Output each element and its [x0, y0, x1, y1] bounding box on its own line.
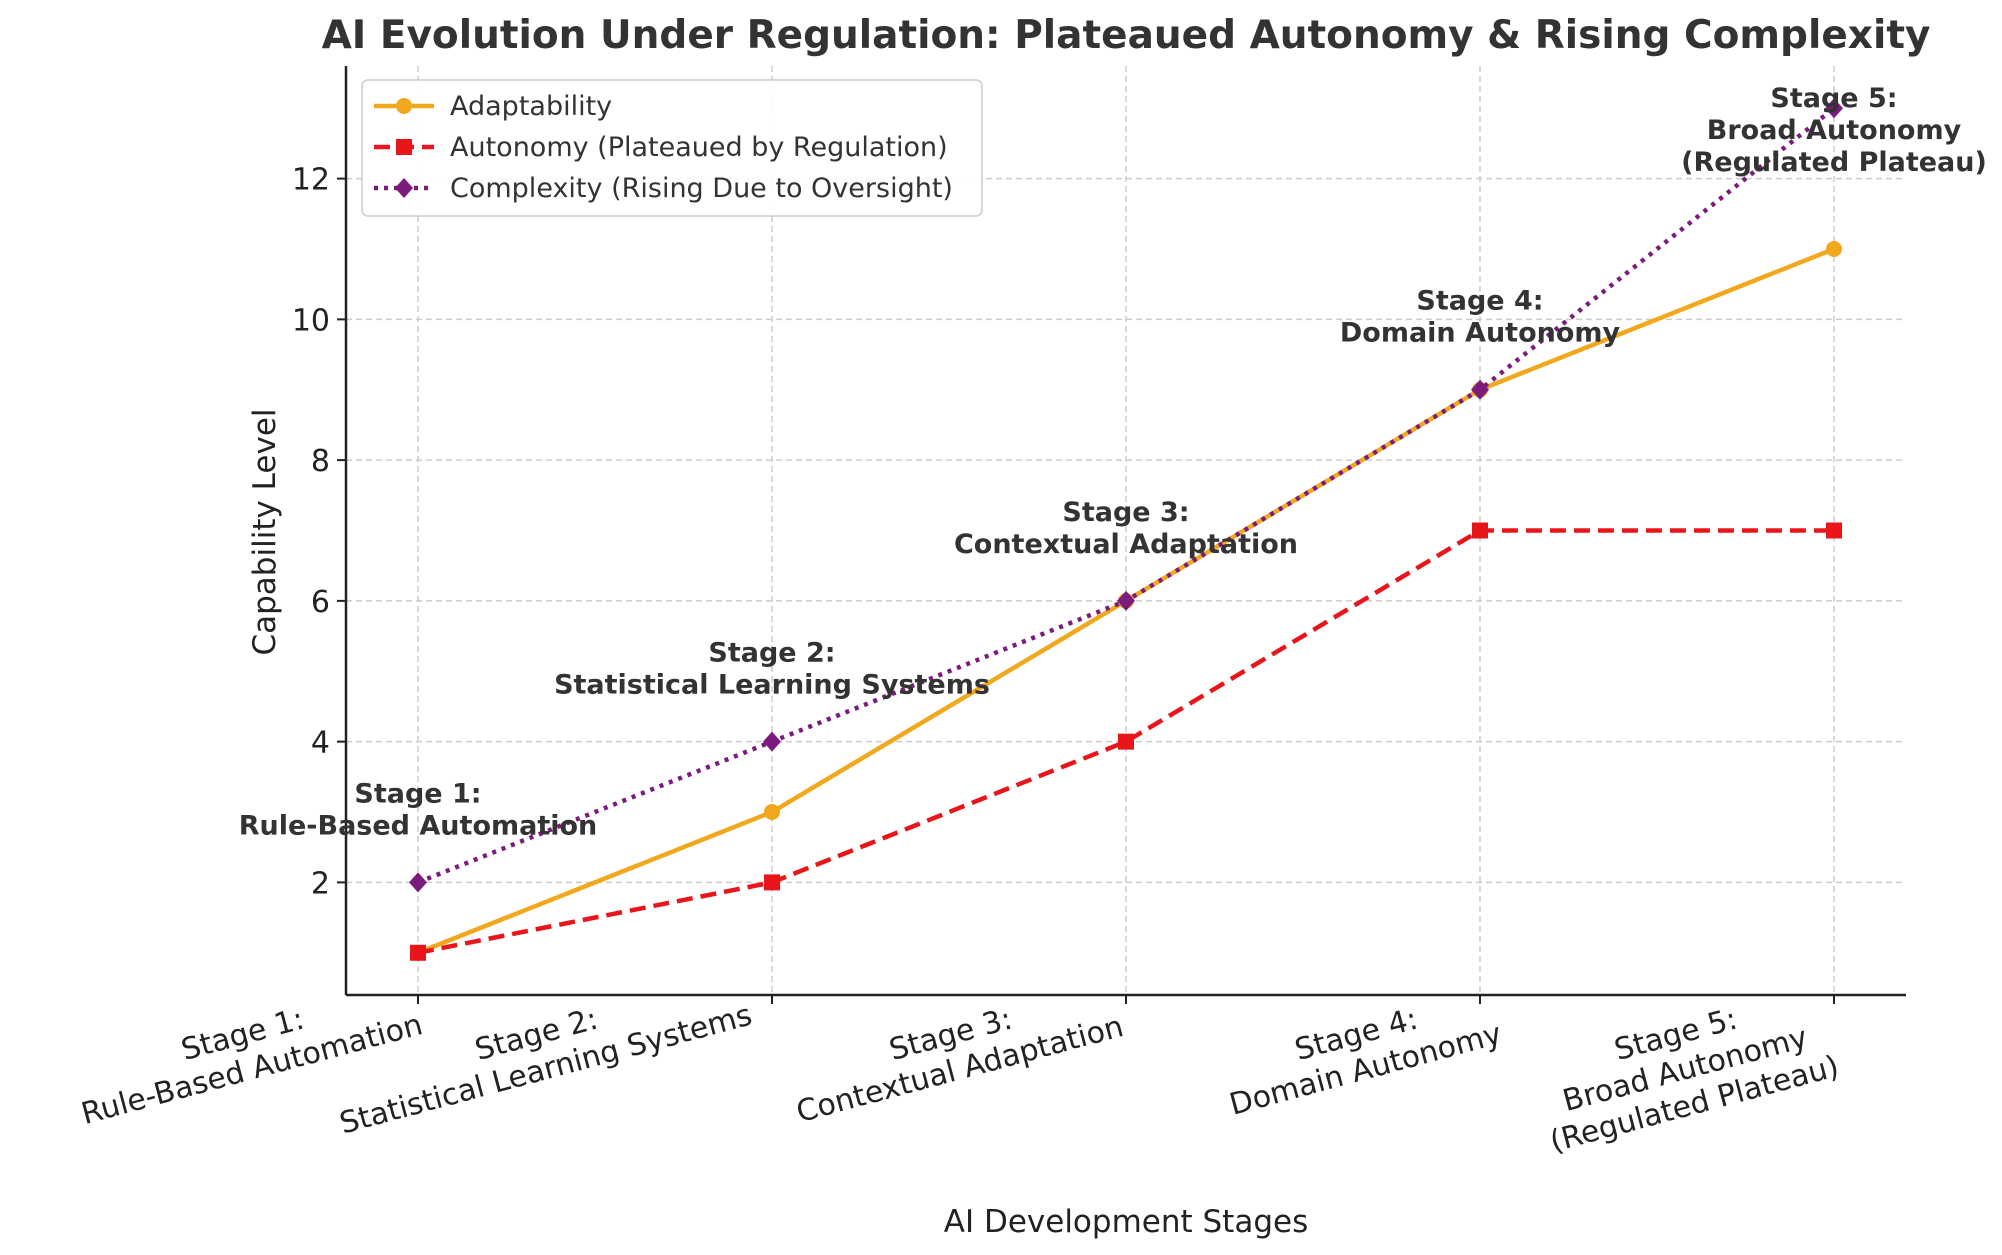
- legend-swatch-marker: [396, 98, 412, 114]
- legend-item-complexity-rising-due-to-oversight: Complexity (Rising Due to Oversight): [374, 173, 953, 204]
- y-tick-label: 12: [292, 163, 330, 198]
- data-point: [764, 874, 780, 891]
- y-axis-label: Capability Level: [247, 408, 283, 655]
- stage-annotation: Stage 4:Domain Autonomy: [1340, 286, 1621, 349]
- annotation-line: Rule-Based Automation: [239, 810, 598, 841]
- legend: Adaptability Autonomy (Plateaued by Regul…: [361, 79, 983, 217]
- annotation-line: Broad Autonomy: [1707, 115, 1962, 146]
- x-axis-label: AI Development Stages: [944, 1204, 1308, 1240]
- stage-annotation: Stage 5:Broad Autonomy(Regulated Plateau…: [1681, 83, 1987, 178]
- x-tick-label: Stage 5:Broad Autonomy(Regulated Plateau…: [1546, 1002, 1842, 1160]
- annotation-line: Contextual Adaptation: [954, 529, 1298, 560]
- x-tick-label: Stage 2:Statistical Learning Systems: [336, 998, 756, 1142]
- y-tick-label: 8: [311, 444, 330, 479]
- annotation-line: Stage 4:: [1416, 286, 1543, 317]
- x-tick-label: Stage 3:Contextual Adaptation: [793, 1002, 1127, 1130]
- chart-title: AI Evolution Under Regulation: Plateaued…: [322, 13, 1931, 58]
- legend-label: Complexity (Rising Due to Oversight): [450, 173, 953, 204]
- legend-item-adaptability: Adaptability: [374, 91, 612, 122]
- y-tick-label: 6: [311, 585, 330, 620]
- annotation-line: Domain Autonomy: [1340, 318, 1621, 349]
- y-tick-label: 10: [292, 303, 330, 338]
- data-point: [763, 731, 781, 752]
- data-point: [1117, 590, 1135, 611]
- series-complexity-rising-due-to-oversight: [409, 98, 1843, 893]
- data-point: [1471, 379, 1489, 400]
- legend-frame: [361, 79, 983, 217]
- stage-annotation: Stage 3:Contextual Adaptation: [954, 497, 1298, 560]
- annotation-line: Stage 1:: [354, 778, 481, 809]
- data-point: [1826, 522, 1842, 539]
- legend-label: Autonomy (Plateaued by Regulation): [450, 132, 948, 163]
- annotation-line: (Regulated Plateau): [1681, 147, 1987, 178]
- data-point: [1826, 240, 1842, 257]
- data-point: [764, 804, 780, 821]
- y-tick-label: 2: [311, 866, 330, 901]
- y-tick-label: 4: [311, 726, 330, 761]
- data-point: [409, 872, 427, 893]
- series-line: [417, 528, 1834, 955]
- series-autonomy-plateaued-by-regulation: [410, 522, 1842, 961]
- stage-annotation: Stage 1:Rule-Based Automation: [239, 778, 598, 841]
- series-layer: [409, 98, 1843, 961]
- legend-label: Adaptability: [450, 91, 612, 122]
- stage-annotation: Stage 2:Statistical Learning Systems: [554, 638, 990, 701]
- annotation-line: Statistical Learning Systems: [554, 670, 990, 701]
- annotation-line: Stage 2:: [708, 638, 835, 669]
- data-point: [1472, 522, 1488, 539]
- data-point: [410, 944, 426, 961]
- data-point: [1118, 733, 1134, 750]
- annotation-line: Stage 3:: [1062, 497, 1189, 528]
- legend-swatch-marker: [396, 139, 412, 155]
- annotation-line: Stage 5:: [1770, 83, 1897, 114]
- legend-swatch-marker: [395, 178, 413, 198]
- x-tick-label: Stage 4:Domain Autonomy: [1226, 1002, 1505, 1123]
- legend-item-autonomy-plateaued-by-regulation: Autonomy (Plateaued by Regulation): [374, 132, 948, 163]
- data-point: [1825, 98, 1843, 119]
